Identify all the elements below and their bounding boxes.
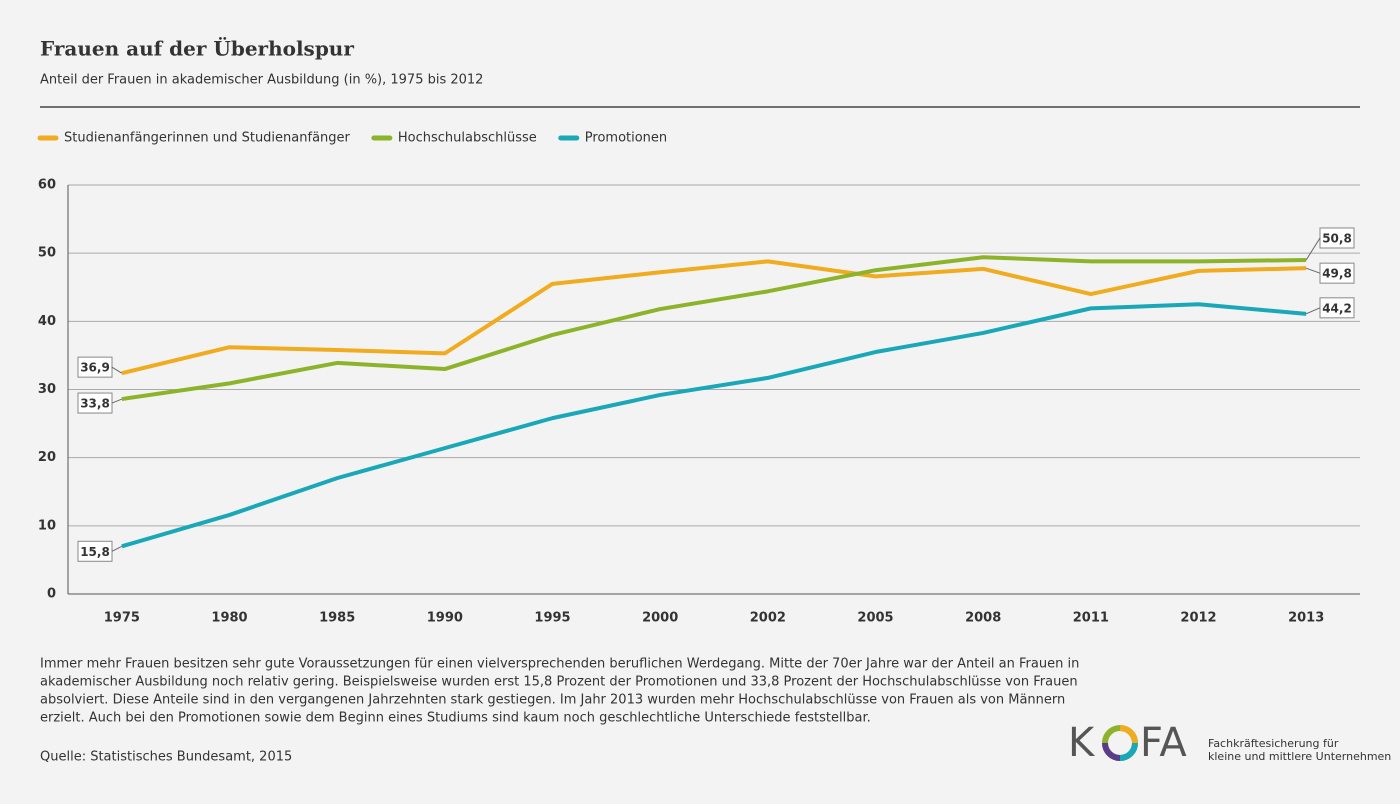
description: erzielt. Auch bei den Promotionen sowie … [40, 711, 871, 726]
data-label: 50,8 [1322, 231, 1352, 245]
y-tick-label: 0 [47, 587, 56, 602]
label-leader [1305, 307, 1321, 315]
series-line [121, 302, 1307, 549]
data-label: 49,8 [1322, 267, 1352, 281]
x-tick-label: 2012 [1180, 611, 1216, 626]
label-leader [111, 398, 123, 404]
label-leader [111, 545, 123, 552]
data-label: 15,8 [80, 545, 110, 559]
x-tick-label: 2008 [965, 611, 1001, 626]
logo-text: FA [1140, 720, 1187, 766]
series-line [121, 259, 1307, 376]
legend-label: Studienanfängerinnen und Studienanfänger [64, 131, 351, 146]
logo-text: K [1068, 720, 1096, 766]
source: Quelle: Statistisches Bundesamt, 2015 [40, 750, 292, 765]
data-label: 44,2 [1322, 301, 1352, 315]
x-tick-label: 1985 [319, 611, 355, 626]
description: Immer mehr Frauen besitzen sehr gute Vor… [40, 657, 1079, 672]
legend-label: Hochschulabschlüsse [398, 131, 537, 146]
logo-ring [1119, 742, 1138, 761]
x-tick-label: 2013 [1288, 611, 1324, 626]
label-leader [1305, 237, 1321, 261]
description: absolviert. Diese Anteile sind in den ve… [40, 693, 1065, 708]
logo: K FA Fachkräftesicherung für kleine und … [1068, 720, 1391, 766]
y-tick-label: 40 [38, 314, 56, 329]
y-tick-label: 50 [38, 246, 56, 261]
y-tick-label: 20 [38, 450, 56, 465]
x-tick-label: 1995 [534, 611, 570, 626]
x-tick-label: 2000 [642, 611, 678, 626]
logo-ring [1102, 742, 1121, 761]
data-label: 36,9 [80, 361, 110, 375]
logo-ring [1119, 725, 1138, 744]
y-tick-label: 30 [38, 382, 56, 397]
y-tick-label: 10 [38, 518, 56, 533]
label-leader [1305, 267, 1321, 274]
label-leader [111, 366, 123, 374]
x-tick-label: 1980 [211, 611, 247, 626]
x-tick-label: 1990 [427, 611, 463, 626]
x-tick-label: 2011 [1073, 611, 1109, 626]
logo-tagline: Fachkräftesicherung für [1208, 737, 1339, 750]
description: akademischer Ausbildung noch relativ ger… [40, 675, 1078, 690]
series-line [121, 255, 1307, 402]
chart-title: Frauen auf der Überholspur [40, 36, 354, 61]
y-tick-label: 60 [38, 178, 56, 193]
chart-subtitle: Anteil der Frauen in akademischer Ausbil… [40, 73, 483, 88]
x-tick-label: 1975 [104, 611, 140, 626]
logo-tagline: kleine und mittlere Unternehmen [1208, 750, 1391, 763]
legend-label: Promotionen [585, 131, 667, 146]
data-label: 33,8 [80, 397, 110, 411]
x-tick-label: 2005 [857, 611, 893, 626]
x-tick-label: 2002 [750, 611, 786, 626]
